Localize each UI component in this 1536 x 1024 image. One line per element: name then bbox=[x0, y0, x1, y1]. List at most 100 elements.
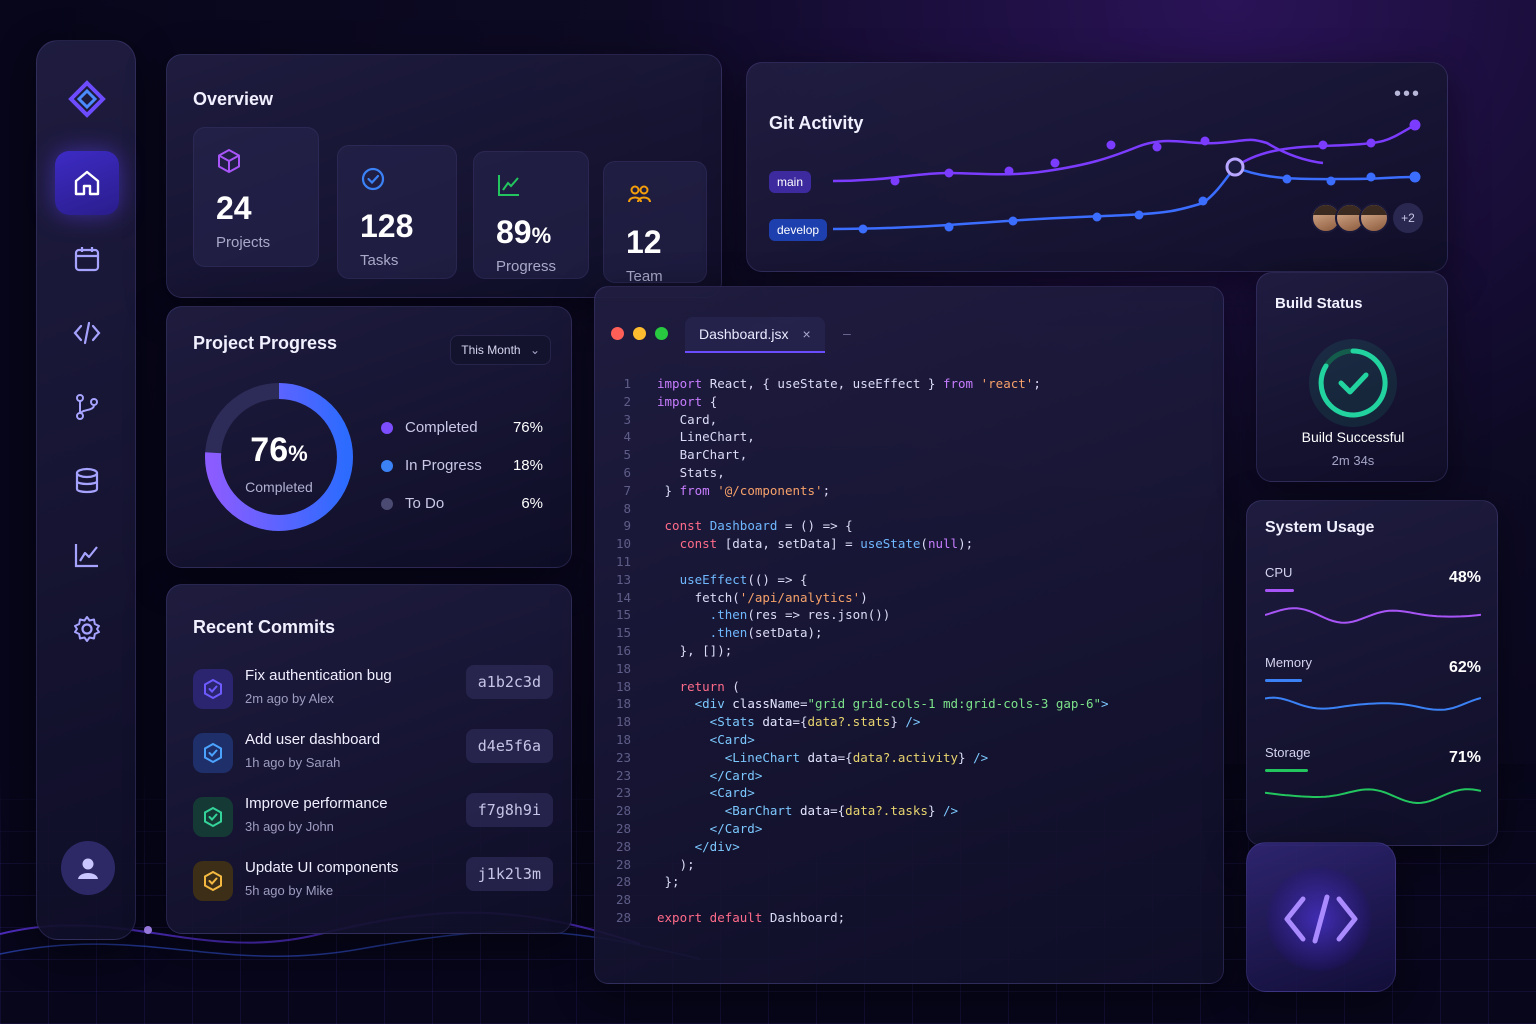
line-number: 28 bbox=[615, 856, 631, 872]
line-number: 18 bbox=[615, 678, 631, 694]
metric-bar bbox=[1265, 679, 1302, 682]
code-token: ( bbox=[732, 678, 740, 694]
stat-value: 128 bbox=[360, 208, 414, 244]
code-line: 15 .then(res => res.json()) bbox=[609, 606, 1109, 624]
code-token: data bbox=[800, 803, 831, 819]
team-icon bbox=[628, 185, 651, 203]
code-token: <div bbox=[657, 696, 733, 712]
code-token: data?.tasks bbox=[845, 803, 928, 819]
legend-dot bbox=[381, 459, 393, 472]
code-token: data bbox=[762, 714, 793, 730]
period-dropdown[interactable]: This Month ⌄ bbox=[450, 335, 551, 365]
legend-item: In Progress 18% bbox=[381, 457, 543, 474]
stat-label: Tasks bbox=[360, 252, 399, 269]
sidebar-item-git-branch[interactable] bbox=[55, 375, 119, 439]
more-contributors-badge[interactable]: +2 bbox=[1393, 203, 1423, 233]
line-number: 23 bbox=[615, 749, 631, 765]
code-token: = bbox=[800, 696, 808, 712]
sidebar-item-database[interactable] bbox=[55, 449, 119, 513]
stat-card-team[interactable]: 12 Team bbox=[603, 161, 707, 285]
stat-card-tasks[interactable]: 128 Tasks bbox=[337, 145, 457, 279]
line-number: 18 bbox=[615, 660, 631, 676]
commit-row[interactable]: Update UI components 5h ago by Mike j1k2l3… bbox=[193, 855, 553, 909]
line-number: 3 bbox=[623, 411, 631, 427]
merge-point bbox=[1225, 157, 1245, 177]
code-token: </div> bbox=[657, 838, 740, 854]
file-tab-dashboard[interactable]: Dashboard.jsx × bbox=[685, 317, 825, 353]
commit-title: Update UI components bbox=[245, 859, 399, 876]
metric-cpu: CPU 48% bbox=[1265, 565, 1481, 645]
stat-label: Team bbox=[626, 268, 663, 285]
sidebar-item-analytics[interactable] bbox=[55, 523, 119, 587]
code-area[interactable]: 1 import React, { useState, useEffect } f… bbox=[609, 375, 1109, 927]
code-line: 13 useEffect(() => { bbox=[609, 571, 1109, 589]
code-badge[interactable] bbox=[1246, 842, 1396, 992]
develop-commit-dots bbox=[858, 171, 1421, 234]
sidebar-item-settings[interactable] bbox=[55, 597, 119, 661]
commit-row[interactable]: Fix authentication bug 2m ago by Alex a1b2… bbox=[193, 663, 553, 717]
line-number: 1 bbox=[623, 376, 631, 391]
stat-card-progress[interactable]: 89% Progress bbox=[473, 151, 589, 279]
commit-icon bbox=[193, 669, 233, 709]
code-token: null bbox=[927, 536, 959, 552]
code-token: Card, bbox=[657, 411, 718, 427]
diamond-logo-icon[interactable] bbox=[67, 79, 107, 119]
code-line: 23 </Card> bbox=[609, 767, 1109, 785]
minimize-window-button[interactable] bbox=[633, 327, 646, 340]
file-tab-label: Dashboard.jsx bbox=[699, 326, 789, 342]
more-menu-icon[interactable]: ••• bbox=[1393, 83, 1421, 105]
code-line: 14 fetch('/api/analytics') bbox=[609, 589, 1109, 607]
new-tab-placeholder[interactable]: – bbox=[843, 325, 851, 341]
code-line: 28 <BarChart data={data?.tasks} /> bbox=[609, 802, 1109, 820]
code-token: Dashboard; bbox=[769, 909, 846, 925]
code-token: const bbox=[657, 518, 710, 534]
recent-commits-panel: Recent Commits Fix authentication bug 2m … bbox=[166, 584, 572, 934]
user-avatar[interactable] bbox=[61, 841, 115, 895]
close-window-button[interactable] bbox=[611, 327, 624, 340]
code-token: (setData); bbox=[747, 625, 823, 641]
trend-chart-icon bbox=[498, 175, 519, 196]
code-token: ={ bbox=[837, 749, 853, 765]
stat-label: Progress bbox=[496, 258, 557, 275]
commit-hash[interactable]: f7g8h9i bbox=[465, 793, 553, 827]
contributors[interactable]: +2 bbox=[1311, 203, 1423, 233]
code-token: 'react' bbox=[980, 376, 1034, 391]
code-line: 18 return ( bbox=[609, 678, 1109, 696]
code-line: 18 <Card> bbox=[609, 731, 1109, 749]
code-line: 10 const [data, setData] = useState(null… bbox=[609, 535, 1109, 553]
commit-title: Add user dashboard bbox=[245, 731, 381, 748]
sidebar-item-calendar[interactable] bbox=[55, 227, 119, 291]
commit-hex-icon bbox=[204, 806, 222, 828]
maximize-window-button[interactable] bbox=[655, 327, 668, 340]
calendar-icon bbox=[74, 247, 100, 272]
legend-item: To Do 6% bbox=[381, 495, 543, 512]
code-token: /> bbox=[943, 803, 959, 819]
branch-label-develop[interactable]: develop bbox=[769, 219, 828, 241]
commit-row[interactable]: Improve performance 3h ago by John f7g8h9i bbox=[193, 791, 553, 845]
code-token: /> bbox=[973, 749, 989, 765]
legend-label: To Do bbox=[405, 495, 445, 512]
code-token: '/api/analytics' bbox=[739, 589, 861, 605]
sidebar-item-home[interactable] bbox=[55, 151, 119, 215]
close-tab-icon[interactable]: × bbox=[802, 326, 811, 342]
code-line: 11 bbox=[609, 553, 1109, 571]
code-token: ; bbox=[1033, 376, 1041, 391]
build-status-text: Build Successful bbox=[1301, 429, 1405, 445]
stat-value: 24 bbox=[216, 190, 252, 226]
line-number: 7 bbox=[623, 482, 631, 498]
branch-label-main[interactable]: main bbox=[769, 171, 812, 193]
code-token: data bbox=[807, 749, 838, 765]
line-number: 15 bbox=[615, 625, 631, 641]
code-token: <Card> bbox=[657, 731, 755, 747]
sidebar-item-code[interactable] bbox=[55, 301, 119, 365]
commit-hash[interactable]: j1k2l3m bbox=[465, 857, 553, 891]
commit-hash[interactable]: a1b2c3d bbox=[465, 665, 553, 699]
commit-hash[interactable]: d4e5f6a bbox=[465, 729, 553, 763]
git-activity-graph bbox=[832, 119, 1421, 234]
commit-row[interactable]: Add user dashboard 1h ago by Sarah d4e5f6a bbox=[193, 727, 553, 781]
code-token: ( bbox=[920, 536, 928, 552]
line-number: 9 bbox=[623, 518, 631, 534]
commit-icon bbox=[193, 861, 233, 901]
commit-hex-icon bbox=[204, 870, 222, 892]
stat-card-projects[interactable]: 24 Projects bbox=[193, 127, 319, 267]
